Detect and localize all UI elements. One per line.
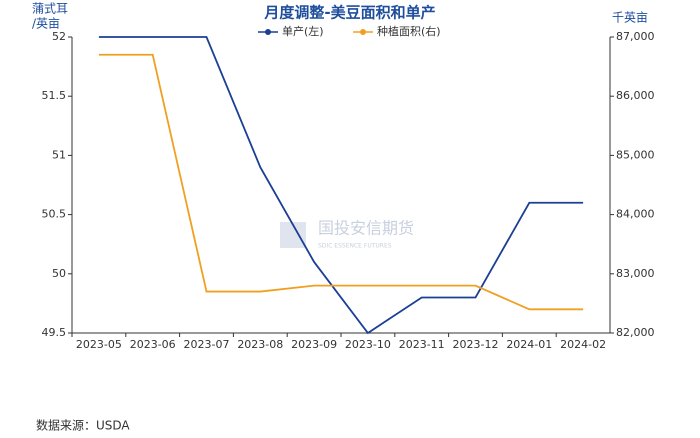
y-tick-label: 49.5 <box>42 326 67 339</box>
y-axis-label: /英亩 <box>32 16 60 31</box>
y-tick-label: 51.5 <box>42 89 67 102</box>
y2-tick-label: 86,000 <box>616 89 655 102</box>
y2-tick-label: 85,000 <box>616 148 655 161</box>
x-tick-label: 2023-07 <box>184 338 230 351</box>
legend-marker <box>265 29 271 35</box>
x-tick-label: 2023-11 <box>399 338 445 351</box>
series-line <box>98 53 584 311</box>
y-tick-label: 50.5 <box>42 208 67 221</box>
chart-title: 月度调整-美豆面积和单产 <box>263 4 435 22</box>
x-tick-label: 2023-10 <box>345 338 391 351</box>
series-line <box>98 36 584 335</box>
y2-axis-label: 千英亩 <box>612 10 648 25</box>
x-tick-label: 2024-02 <box>560 338 606 351</box>
y2-tick-label: 83,000 <box>616 267 655 280</box>
x-tick-label: 2023-05 <box>76 338 122 351</box>
y2-tick-label: 82,000 <box>616 326 655 339</box>
y-tick-label: 51 <box>52 148 66 161</box>
watermark: 国投安信期货 <box>318 219 414 238</box>
x-tick-label: 2023-06 <box>130 338 176 351</box>
legend-label: 种植面积(右) <box>377 24 441 38</box>
x-tick-label: 2023-12 <box>453 338 499 351</box>
source-note: 数据来源：USDA <box>36 418 130 433</box>
x-tick-label: 2023-09 <box>291 338 337 351</box>
y-axis-label: 蒲式耳 <box>32 2 68 16</box>
x-tick-label: 2024-01 <box>506 338 552 351</box>
y-tick-label: 52 <box>52 30 66 43</box>
y2-tick-label: 87,000 <box>616 30 655 43</box>
y2-tick-label: 84,000 <box>616 208 655 221</box>
y-tick-label: 50 <box>52 267 66 280</box>
legend-marker <box>360 29 366 35</box>
legend-label: 单产(左) <box>282 24 324 38</box>
watermark-sub: SDIC ESSENCE FUTURES <box>318 243 392 250</box>
x-tick-label: 2023-08 <box>237 338 283 351</box>
